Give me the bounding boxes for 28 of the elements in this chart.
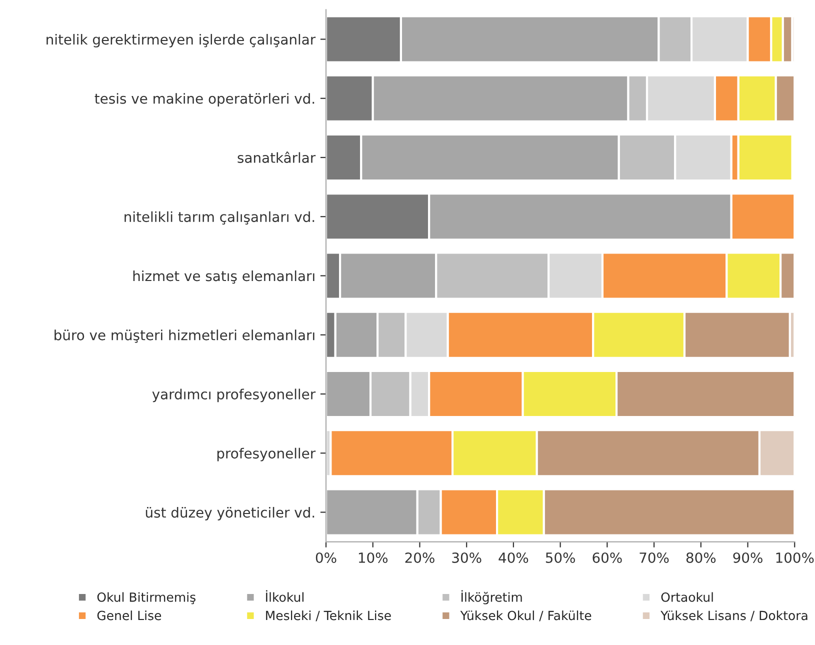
- y-tick-label: yardımcı profesyoneller: [152, 388, 316, 402]
- legend-label: İlköğretim: [462, 590, 522, 604]
- x-tick-label: 70%: [640, 552, 669, 563]
- x-tick-label: 0%: [316, 552, 336, 563]
- y-tick-label: büro ve müşteri hizmetleri elemanları: [54, 330, 314, 343]
- x-tick-label: 60%: [592, 552, 622, 563]
- y-tick-label: profesyoneller: [217, 448, 316, 462]
- legend-label: Yüksek Okul / Fakülte: [460, 610, 592, 622]
- y-tick-label: hizmet ve satış elemanları: [133, 270, 314, 284]
- legend-label: Ortaokul: [661, 592, 713, 602]
- x-tick-label: 80%: [686, 552, 716, 563]
- y-tick-label: nitelikli tarım çalışanları vd.: [124, 211, 314, 225]
- legend-label: Mesleki / Teknik Lise: [266, 610, 391, 622]
- x-tick-label: 40%: [498, 552, 528, 563]
- x-tick-label: 90%: [733, 552, 762, 563]
- legend-label: Yüksek Lisans / Doktora: [660, 610, 808, 622]
- x-tick-label: 10%: [358, 552, 388, 563]
- y-tick-label: nitelik gerektirmeyen işlerde çalışanlar: [46, 34, 316, 48]
- legend-label: İlkokul: [266, 590, 304, 602]
- x-tick-label: 100%: [776, 552, 814, 563]
- legend-label: Okul Bitirmemiş: [97, 592, 196, 604]
- y-tick-label: üst düzey yöneticiler vd.: [146, 506, 314, 520]
- x-tick-label: 30%: [452, 552, 482, 563]
- y-tick-label: tesis ve makine operatörleri vd.: [94, 93, 314, 107]
- x-tick-label: 50%: [546, 552, 575, 563]
- x-tick-label: 20%: [405, 552, 434, 563]
- y-tick-label: sanatkârlar: [238, 152, 316, 163]
- legend-label: Genel Lise: [97, 610, 162, 620]
